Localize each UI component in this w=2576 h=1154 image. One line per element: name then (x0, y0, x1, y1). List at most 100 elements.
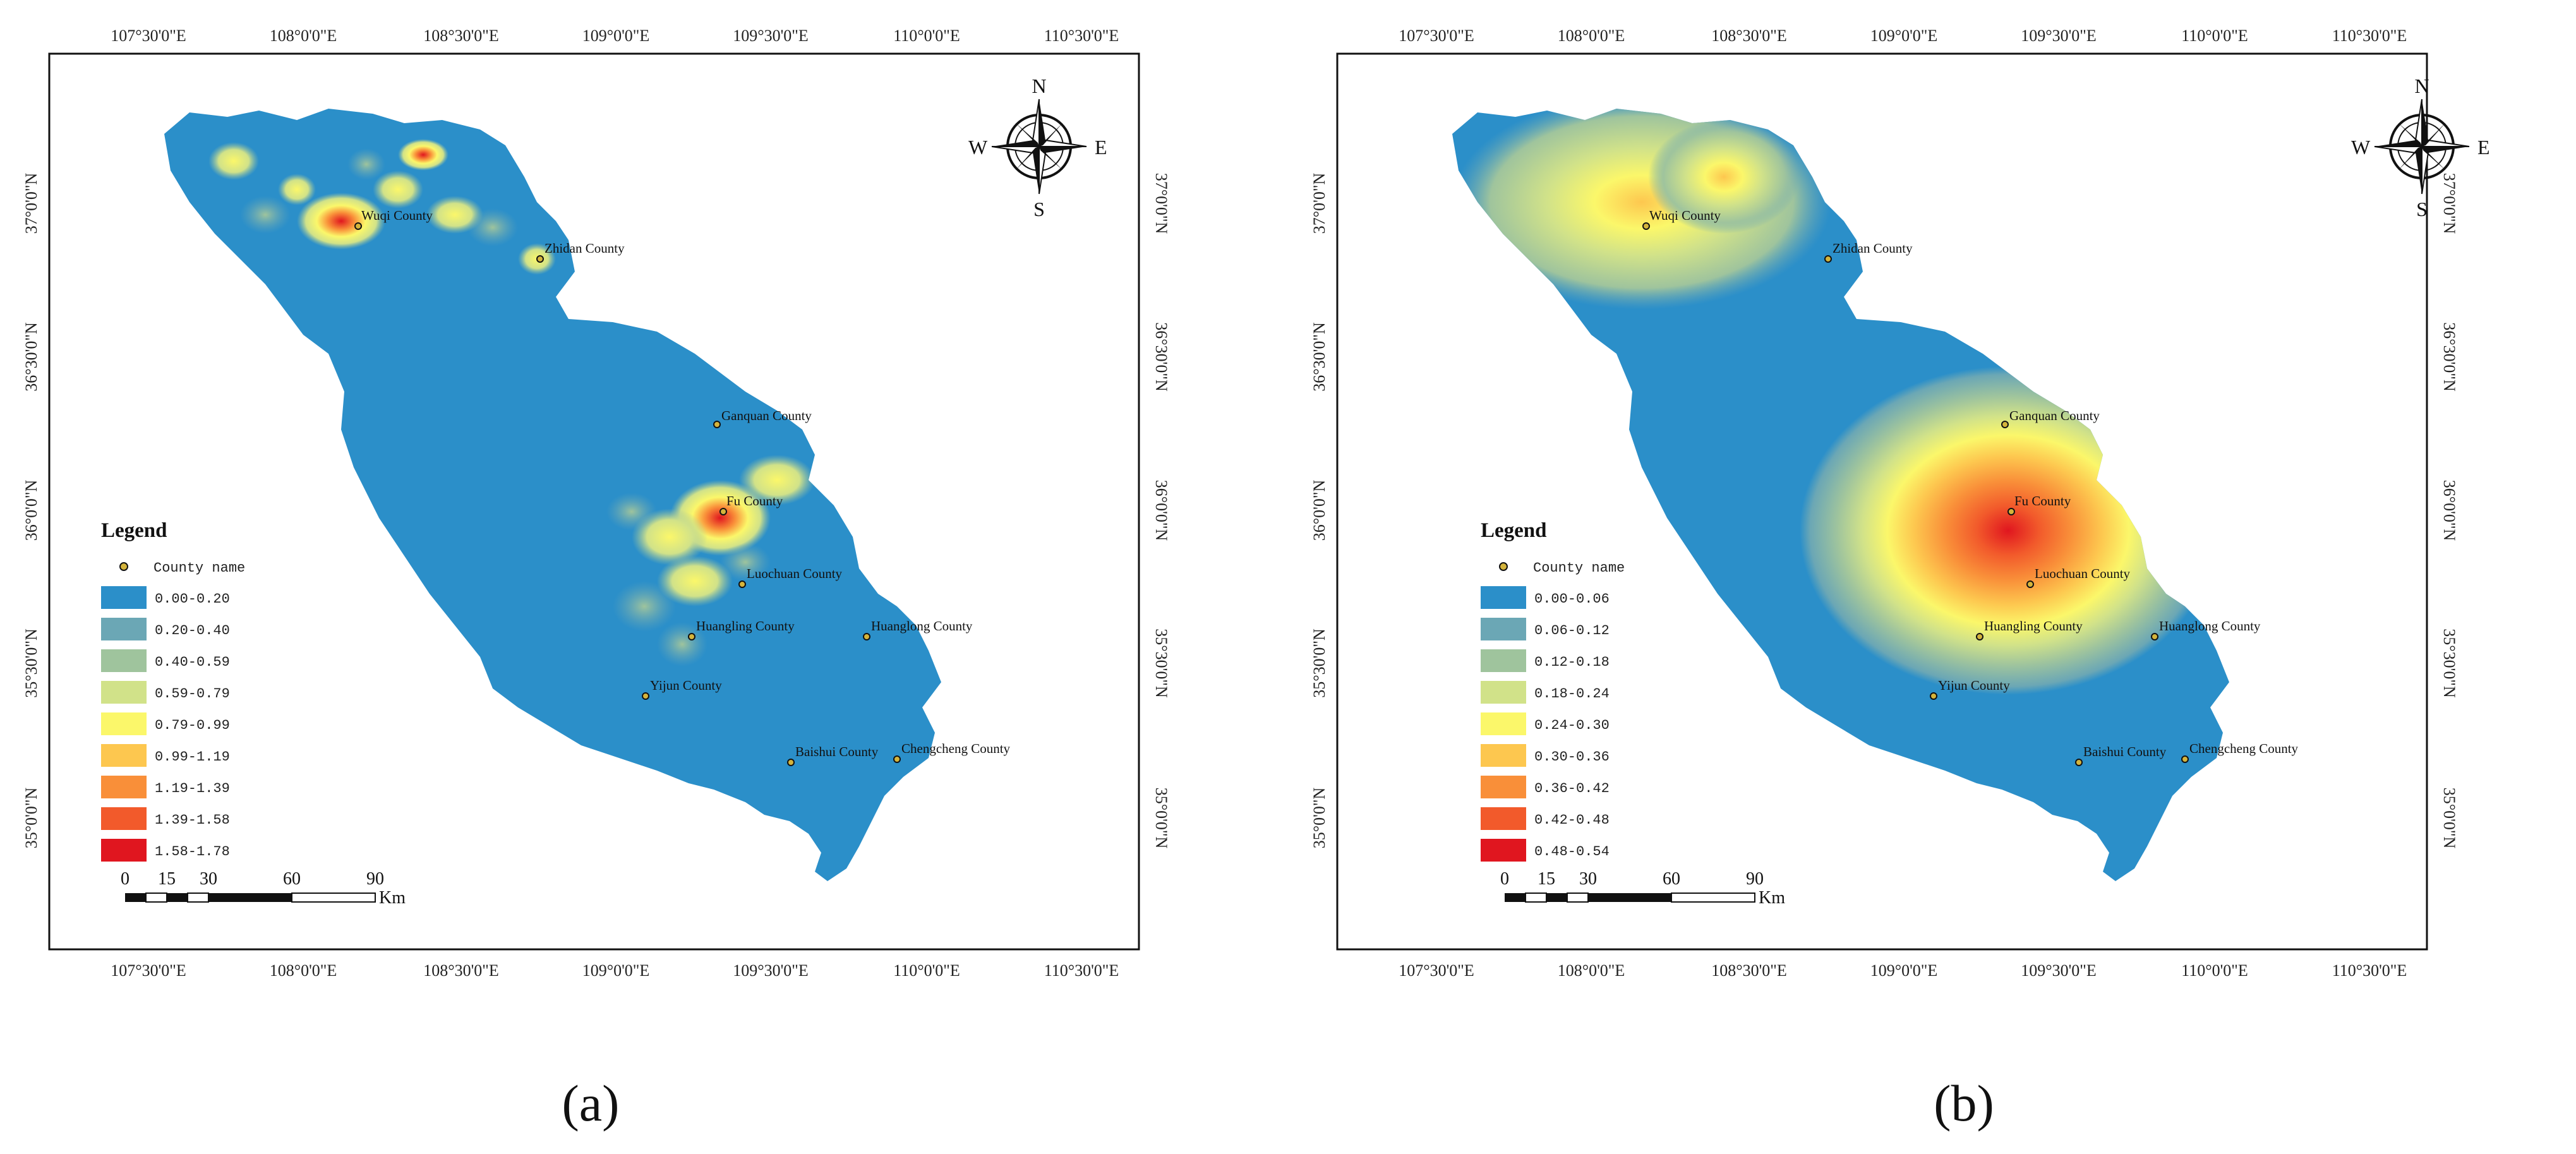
lat-label: 35°30'0"N (1152, 628, 1171, 698)
lat-label: 35°0'0"N (1310, 788, 1328, 849)
lon-label: 109°0'0"E (1870, 27, 1938, 45)
county-wuqi: Wuqi County (354, 208, 433, 230)
lat-label: 35°0'0"N (22, 788, 40, 849)
svg-text:Ganquan County: Ganquan County (721, 408, 812, 423)
compass-w: W (2351, 136, 2371, 159)
lon-label: 107°30'0"E (111, 961, 186, 980)
lon-label: 108°30'0"E (423, 961, 499, 980)
lon-label: 109°30'0"E (733, 27, 809, 45)
latitude-labels-left: 37°0'0"N 36°30'0"N 36°0'0"N 35°30'0"N 35… (1310, 173, 1328, 849)
legend-class: 0.36-0.42 (1481, 776, 1610, 798)
compass-w: W (968, 136, 988, 159)
svg-text:Chengcheng County: Chengcheng County (2189, 741, 2299, 756)
lon-label: 108°30'0"E (423, 27, 499, 45)
legend-class: 0.00-0.06 (1481, 586, 1610, 609)
lat-label: 37°0'0"N (22, 173, 40, 234)
svg-text:0: 0 (1500, 869, 1509, 889)
svg-text:Baishui County: Baishui County (795, 744, 879, 759)
lat-label: 35°30'0"N (22, 628, 40, 698)
lon-label: 108°0'0"E (270, 961, 337, 980)
compass-n: N (1032, 75, 1046, 97)
lon-label: 109°30'0"E (733, 961, 809, 980)
legend-title: Legend (1481, 519, 1547, 542)
county-huangling: Huangling County (1976, 618, 2083, 640)
lat-label: 35°30'0"N (2440, 628, 2459, 698)
svg-text:Baishui County: Baishui County (2083, 744, 2167, 759)
longitude-labels-top: 107°30'0"E 108°0'0"E 108°30'0"E 109°0'0"… (1399, 27, 2407, 45)
legend-class: 1.39-1.58 (101, 807, 230, 830)
legend-class: 0.48-0.54 (1481, 839, 1610, 862)
latitude-labels-right: 37°0'0"N 36°30'0"N 36°0'0"N 35°30'0"N 35… (1152, 173, 1171, 849)
county-baishui: Baishui County (2075, 744, 2167, 766)
svg-text:Luochuan County: Luochuan County (747, 566, 843, 581)
lat-label: 37°0'0"N (2440, 173, 2459, 234)
north-arrow-compass: N S E W (2351, 75, 2490, 220)
county-ganquan: Ganquan County (713, 408, 812, 428)
north-arrow-compass: N S E W (968, 75, 1107, 220)
lon-label: 108°0'0"E (270, 27, 337, 45)
longitude-labels-top: 107°30'0"E 108°0'0"E 108°30'0"E 109°0'0"… (111, 27, 1119, 45)
latitude-labels-right: 37°0'0"N 36°30'0"N 36°0'0"N 35°30'0"N 35… (2440, 173, 2459, 849)
county-huanglong: Huanglong County (2151, 618, 2261, 640)
lat-label: 36°30'0"N (22, 322, 40, 392)
lon-label: 109°0'0"E (582, 27, 650, 45)
legend-class: 0.20-0.40 (101, 618, 230, 640)
compass-s: S (1033, 198, 1045, 220)
svg-text:Km: Km (379, 888, 406, 908)
county-points-a: Wuqi County Zhidan County Ganquan County… (354, 208, 1011, 766)
map-b-svg: 107°30'0"E 108°0'0"E 108°30'0"E 109°0'0"… (1310, 27, 2490, 980)
svg-text:60: 60 (1663, 869, 1680, 889)
svg-text:30: 30 (1579, 869, 1597, 889)
compass-n: N (2414, 75, 2429, 97)
lat-label: 37°0'0"N (1310, 173, 1328, 234)
scale-bar-b: 0 15 30 60 90 Km (1500, 869, 1785, 908)
svg-text:Yijun County: Yijun County (650, 678, 722, 693)
lat-label: 36°30'0"N (1152, 322, 1171, 392)
lon-label: 109°0'0"E (582, 961, 650, 980)
county-zhidan: Zhidan County (536, 241, 625, 263)
svg-text:0.18-0.24: 0.18-0.24 (1534, 686, 1610, 702)
county-fu: Fu County (2007, 493, 2071, 515)
panel-caption-b: (b) (1934, 1074, 1994, 1132)
legend-class: 0.24-0.30 (1481, 712, 1610, 735)
legend-class: 0.12-0.18 (1481, 649, 1610, 672)
lon-label: 109°30'0"E (2021, 961, 2097, 980)
lon-label: 110°30'0"E (2332, 27, 2407, 45)
lon-label: 110°30'0"E (2332, 961, 2407, 980)
legend-class: 0.40-0.59 (101, 649, 230, 672)
svg-text:0.00-0.20: 0.00-0.20 (155, 591, 230, 607)
lon-label: 110°30'0"E (1044, 27, 1119, 45)
svg-text:15: 15 (1538, 869, 1555, 889)
map-panel-a: 107°30'0"E 108°0'0"E 108°30'0"E 109°0'0"… (22, 27, 1171, 1132)
density-surface-a (208, 139, 815, 666)
panel-caption-a: (a) (562, 1074, 620, 1132)
svg-text:1.19-1.39: 1.19-1.39 (155, 781, 230, 796)
lon-label: 109°30'0"E (2021, 27, 2097, 45)
legend-a: Legend County name 0.00-0.20 0.20-0.40 0… (101, 519, 245, 862)
scale-bar-a: 0 15 30 60 90 Km (121, 869, 406, 908)
lat-label: 36°0'0"N (2440, 480, 2459, 541)
county-fu: Fu County (719, 493, 783, 515)
lat-label: 36°0'0"N (1152, 480, 1171, 541)
legend-class: 0.00-0.20 (101, 586, 230, 609)
county-chengcheng: Chengcheng County (893, 741, 1011, 763)
svg-text:Zhidan County: Zhidan County (1833, 241, 1913, 256)
svg-text:Huangling County: Huangling County (1984, 618, 2083, 634)
lat-label: 35°30'0"N (1310, 628, 1328, 698)
legend-county-label: County name (1533, 560, 1625, 576)
svg-text:0.40-0.59: 0.40-0.59 (155, 654, 230, 670)
svg-text:Wuqi County: Wuqi County (361, 208, 433, 223)
legend-class: 0.42-0.48 (1481, 807, 1610, 830)
compass-s: S (2416, 198, 2428, 220)
svg-text:Ganquan County: Ganquan County (2009, 408, 2100, 423)
svg-text:0.24-0.30: 0.24-0.30 (1534, 718, 1610, 733)
lon-label: 108°0'0"E (1558, 961, 1625, 980)
county-zhidan: Zhidan County (1824, 241, 1913, 263)
county-wuqi: Wuqi County (1642, 208, 1721, 230)
lat-label: 36°30'0"N (2440, 322, 2459, 392)
legend-class: 0.99-1.19 (101, 744, 230, 767)
legend-class: 1.58-1.78 (101, 839, 230, 862)
svg-text:60: 60 (283, 869, 301, 889)
lon-label: 107°30'0"E (1399, 27, 1474, 45)
svg-text:Wuqi County: Wuqi County (1649, 208, 1721, 223)
